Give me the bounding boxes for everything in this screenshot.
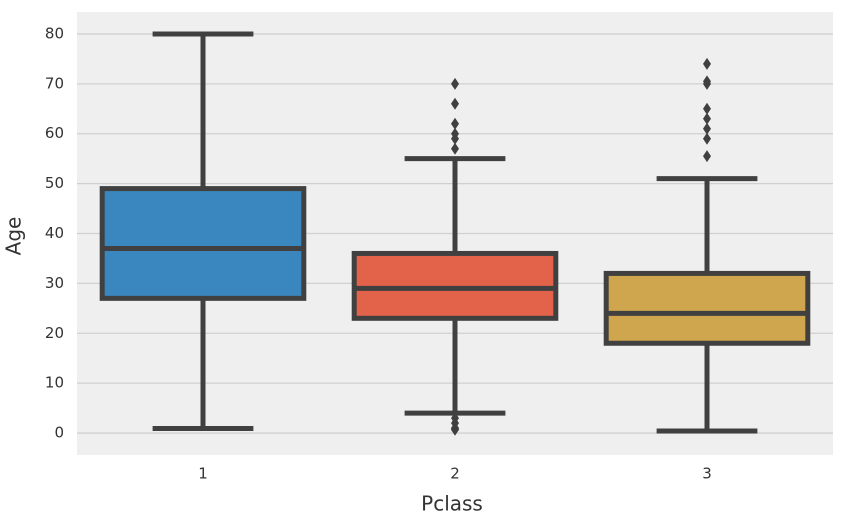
outlier [703,57,711,70]
outlier [451,142,459,155]
x-tick-label: 3 [702,465,712,483]
outlier [451,117,459,130]
outlier [451,127,459,140]
outlier [703,75,711,88]
outlier [451,412,459,425]
outlier [703,102,711,115]
box [603,270,811,346]
y-tick-label: 30 [45,274,64,292]
outlier [451,77,459,90]
y-tick-label: 60 [45,124,64,142]
y-tick-label: 20 [45,324,64,342]
x-axis-label: Pclass [421,492,483,516]
outlier [451,97,459,110]
y-tick-label: 10 [45,374,64,392]
outlier [703,150,711,163]
outlier [703,122,711,135]
y-tick-label: 50 [45,174,64,192]
y-tick-label: 0 [54,424,64,442]
outlier [703,112,711,125]
box [99,186,307,301]
x-tick-label: 2 [450,465,460,483]
y-tick-label: 70 [45,74,64,92]
x-tick-label: 1 [198,465,208,483]
y-axis-label: Age [2,217,26,256]
y-tick-label: 40 [45,224,64,242]
outlier [703,132,711,145]
y-tick-label: 80 [45,24,64,42]
